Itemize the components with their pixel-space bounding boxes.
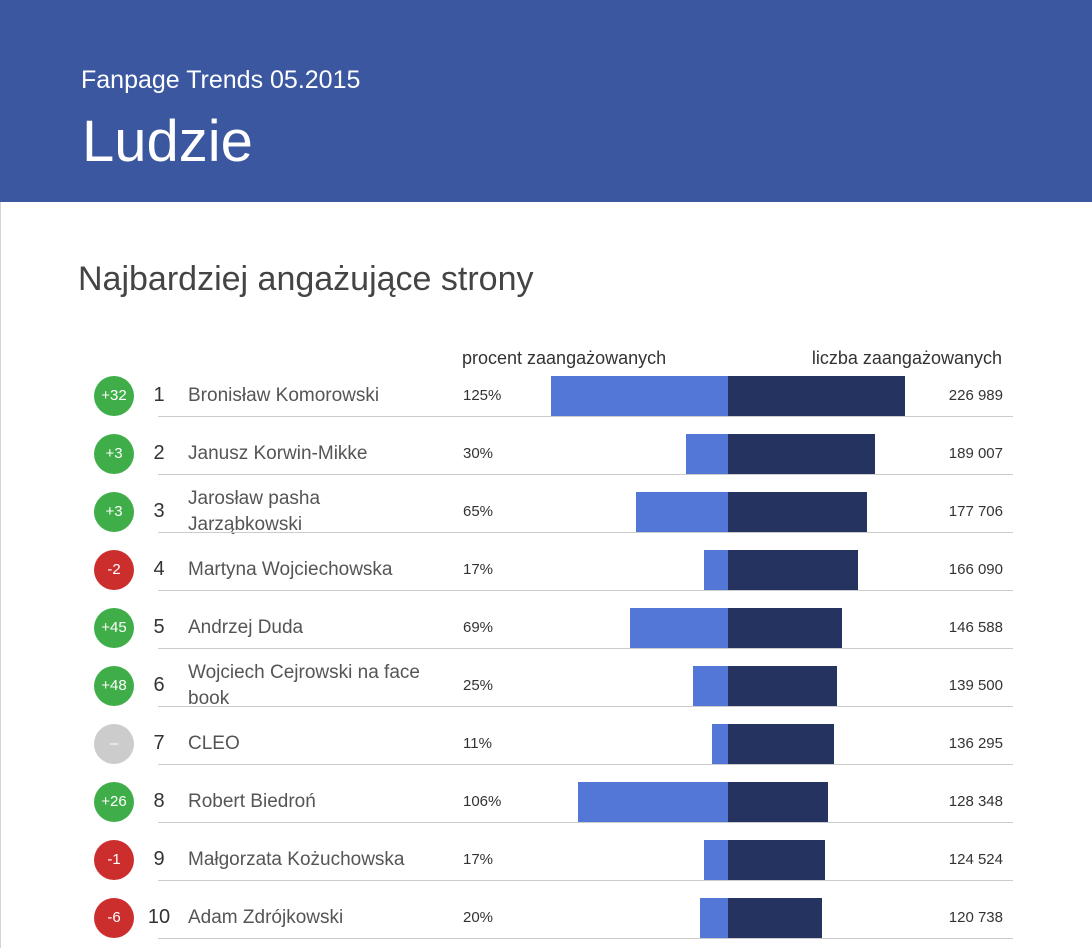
bar bbox=[728, 608, 843, 648]
value-label: 146 588 bbox=[948, 619, 1003, 636]
rank: 2 bbox=[153, 442, 165, 464]
rank: 8 bbox=[153, 790, 165, 812]
name: CLEO bbox=[188, 733, 240, 754]
rank: 10 bbox=[147, 906, 171, 928]
row-rule bbox=[158, 474, 1013, 475]
bar bbox=[728, 666, 837, 706]
name: Małgorzata Kożuchowska bbox=[188, 849, 405, 870]
rank: 5 bbox=[153, 616, 165, 638]
bar bbox=[577, 782, 728, 822]
value-label: 65% bbox=[463, 503, 494, 520]
row-rule bbox=[158, 764, 1013, 765]
subtitle: Najbardziej angażujące strony bbox=[78, 260, 534, 298]
bar bbox=[685, 434, 728, 474]
value-label: 17% bbox=[463, 851, 494, 868]
value-label: 106% bbox=[463, 793, 502, 810]
rank: 4 bbox=[153, 558, 165, 580]
value-label: 125% bbox=[463, 387, 502, 404]
bar bbox=[699, 898, 728, 938]
value-label: 166 090 bbox=[948, 561, 1003, 578]
rank-change: +45 bbox=[94, 608, 134, 648]
bar bbox=[712, 724, 728, 764]
rank-change: +3 bbox=[94, 434, 134, 474]
row-rule bbox=[158, 416, 1013, 417]
rank-change: +48 bbox=[94, 666, 134, 706]
row-rule bbox=[158, 706, 1013, 707]
supertitle: Fanpage Trends 05.2015 bbox=[81, 66, 361, 94]
name: Andrzej Duda bbox=[188, 617, 304, 638]
bar bbox=[728, 550, 858, 590]
bar bbox=[703, 550, 728, 590]
value-label: 69% bbox=[463, 619, 494, 636]
rank: 3 bbox=[153, 500, 165, 522]
bar bbox=[703, 840, 728, 880]
value-label: 177 706 bbox=[948, 503, 1003, 520]
bar bbox=[551, 376, 728, 416]
legend-entry: liczba zaangażowanych bbox=[811, 348, 1002, 368]
bar bbox=[635, 492, 728, 532]
value-label: 17% bbox=[463, 561, 494, 578]
bar bbox=[728, 782, 829, 822]
value-label: 124 524 bbox=[948, 851, 1003, 868]
name: Martyna Wojciechowska bbox=[188, 559, 393, 580]
rank: 7 bbox=[153, 732, 165, 754]
rank-change: +32 bbox=[94, 376, 134, 416]
row-rule bbox=[158, 822, 1013, 823]
rank-change: -6 bbox=[94, 898, 134, 938]
header: Fanpage Trends 05.2015 Ludzie bbox=[0, 0, 1092, 202]
value-label: 11% bbox=[463, 735, 492, 752]
value-label: 128 348 bbox=[948, 793, 1003, 810]
value-label: 120 738 bbox=[948, 909, 1003, 926]
value-label: 139 500 bbox=[948, 677, 1003, 694]
row-rule bbox=[158, 532, 1013, 533]
value-label: 25% bbox=[463, 677, 494, 694]
name: Jarosław pasha Jarząbkowski bbox=[188, 488, 321, 535]
bar bbox=[692, 666, 728, 706]
bar bbox=[630, 608, 728, 648]
name: Robert Biedroń bbox=[188, 791, 316, 812]
value-label: 20% bbox=[463, 909, 494, 926]
row-rule bbox=[158, 590, 1013, 591]
rank-change: -1 bbox=[94, 840, 134, 880]
value-label: 136 295 bbox=[948, 735, 1003, 752]
bar bbox=[728, 434, 876, 474]
bar bbox=[728, 898, 823, 938]
bar bbox=[728, 492, 867, 532]
name: Adam Zdrójkowski bbox=[188, 907, 344, 928]
name: Bronisław Komorowski bbox=[188, 385, 380, 406]
main bbox=[0, 202, 1092, 948]
rank: 1 bbox=[153, 384, 165, 406]
name: Wojciech Cejrowski na face book bbox=[188, 662, 420, 709]
rank-change: +3 bbox=[94, 492, 134, 532]
rank-change: – bbox=[94, 724, 134, 764]
bar bbox=[728, 376, 905, 416]
bar bbox=[728, 840, 826, 880]
bar bbox=[728, 724, 835, 764]
title: Ludzie bbox=[82, 109, 253, 174]
legend-entry: procent zaangażowanych bbox=[462, 348, 667, 368]
rank: 6 bbox=[153, 674, 165, 696]
row-rule bbox=[158, 880, 1013, 881]
value-label: 226 989 bbox=[948, 387, 1003, 404]
row-rule bbox=[158, 938, 1013, 939]
value-label: 30% bbox=[463, 445, 494, 462]
name: Janusz Korwin-Mikke bbox=[188, 443, 368, 464]
rank-change: -2 bbox=[94, 550, 134, 590]
row-rule bbox=[158, 648, 1013, 649]
rank: 9 bbox=[153, 848, 165, 870]
value-label: 189 007 bbox=[948, 445, 1003, 462]
rank-change: +26 bbox=[94, 782, 134, 822]
